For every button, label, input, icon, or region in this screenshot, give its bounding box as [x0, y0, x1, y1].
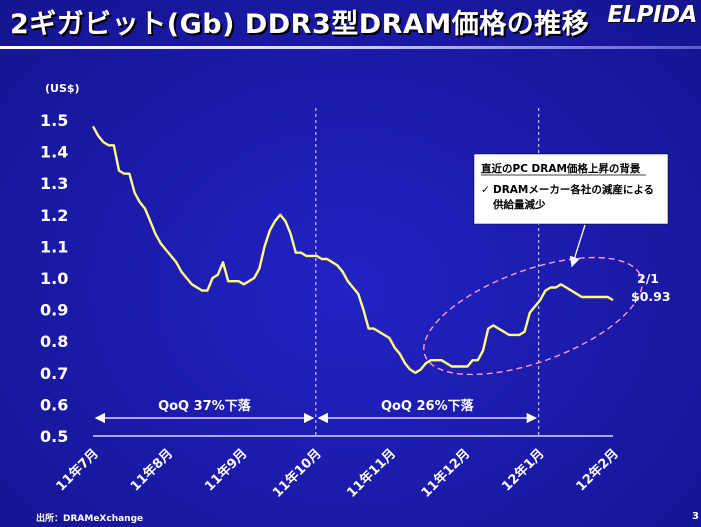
period-annotations: QoQ 37%下落 QoQ 26%下落: [94, 398, 538, 424]
x-tick-label: 11年11月: [344, 446, 399, 501]
callout-bullet-line2: 供給量減少: [492, 198, 546, 211]
callout-box: 直近のPC DRAM価格上昇の背景 ✓ DRAMメーカー各社の減産による 供給量…: [473, 153, 669, 225]
y-tick-label: 1.4: [40, 143, 68, 162]
price-series-line: [91, 125, 614, 374]
y-axis-unit-label: (US$): [45, 82, 80, 95]
elpida-logo: ELPIDA: [607, 2, 697, 28]
y-tick-label: 0.9: [40, 301, 68, 320]
y-tick-label: 0.7: [40, 364, 68, 383]
y-tick-label: 1.1: [40, 237, 68, 256]
x-tick-label: 12年2月: [573, 446, 622, 495]
title-underline: [0, 46, 701, 49]
y-axis-ticks: 0.5 0.6 0.7 0.8 0.9 1.0 1.1 1.2 1.3 1.4 1.5: [40, 111, 68, 446]
x-tick-label: 11年7月: [53, 446, 102, 495]
x-tick-label: 11年10月: [269, 446, 324, 501]
source-note: 出所：DRAMeXchange: [36, 514, 144, 524]
y-tick-label: 0.6: [40, 395, 68, 414]
y-tick-label: 0.5: [40, 427, 68, 446]
y-tick-label: 1.2: [40, 206, 68, 225]
period-label: QoQ 26%下落: [381, 398, 475, 414]
y-tick-label: 0.8: [40, 332, 68, 351]
callout-arrow: [569, 224, 586, 268]
slide-title: 2ギガビット(Gb) DDR3型DRAM価格の推移: [10, 9, 590, 40]
highlight-ellipse: [423, 256, 643, 376]
check-icon: ✓: [481, 184, 490, 196]
x-tick-label: 12年1月: [499, 446, 548, 495]
callout-bullet-line1: DRAMメーカー各社の減産による: [493, 183, 654, 196]
end-price-label: $0.93: [631, 289, 671, 304]
callout-title: 直近のPC DRAM価格上昇の背景: [481, 162, 641, 175]
y-tick-label: 1.5: [40, 111, 68, 130]
period-label: QoQ 37%下落: [158, 398, 252, 414]
x-tick-label: 11年8月: [127, 446, 176, 495]
page-number: 3: [692, 511, 699, 522]
x-tick-label: 11年12月: [418, 446, 473, 501]
y-tick-label: 1.3: [40, 174, 68, 193]
x-axis-ticks: 11年7月 11年8月 11年9月 11年10月 11年11月 11年12月 12年1月 12…: [53, 446, 622, 501]
x-tick-label: 11年9月: [202, 446, 251, 495]
end-date-label: 2/1: [637, 271, 659, 286]
y-tick-label: 1.0: [40, 269, 68, 288]
